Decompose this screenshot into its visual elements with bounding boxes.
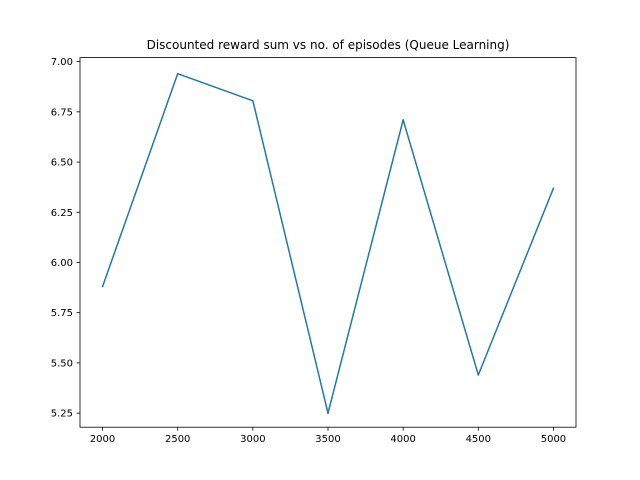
x-tick-label: 3000	[240, 434, 265, 445]
data-point	[327, 412, 329, 414]
y-tick-label: 7.00	[51, 57, 73, 68]
x-axis-ticks: 2000 2500 3000 3500 4000 4500 5000	[90, 427, 566, 445]
x-tick-label: 4000	[390, 434, 415, 445]
x-tick-label: 5000	[541, 434, 566, 445]
x-tick-label: 3500	[315, 434, 340, 445]
data-point	[176, 72, 179, 75]
y-axis-ticks: 5.25 5.50 5.75 6.00 6.25 6.50 6.75 7.00	[51, 57, 80, 420]
data-point	[552, 187, 555, 189]
x-tick-label: 2500	[165, 434, 190, 445]
y-tick-label: 6.50	[51, 158, 73, 169]
y-tick-label: 5.25	[51, 409, 73, 420]
y-tick-label: 6.75	[51, 107, 73, 118]
data-point	[252, 100, 254, 102]
plot-area-frame	[79, 57, 577, 428]
y-tick-label: 6.25	[51, 208, 73, 219]
series-line	[101, 72, 555, 414]
y-tick-label: 5.50	[51, 358, 73, 369]
y-tick-label: 5.75	[51, 308, 73, 319]
data-point	[101, 285, 104, 288]
data-point	[402, 119, 404, 121]
y-tick-label: 6.00	[51, 258, 73, 269]
chart-title: Discounted reward sum vs no. of episodes…	[147, 38, 510, 52]
x-tick-label: 4500	[466, 434, 491, 445]
x-tick-label: 2000	[90, 434, 115, 445]
series-layer	[101, 72, 555, 414]
data-point	[477, 374, 480, 376]
